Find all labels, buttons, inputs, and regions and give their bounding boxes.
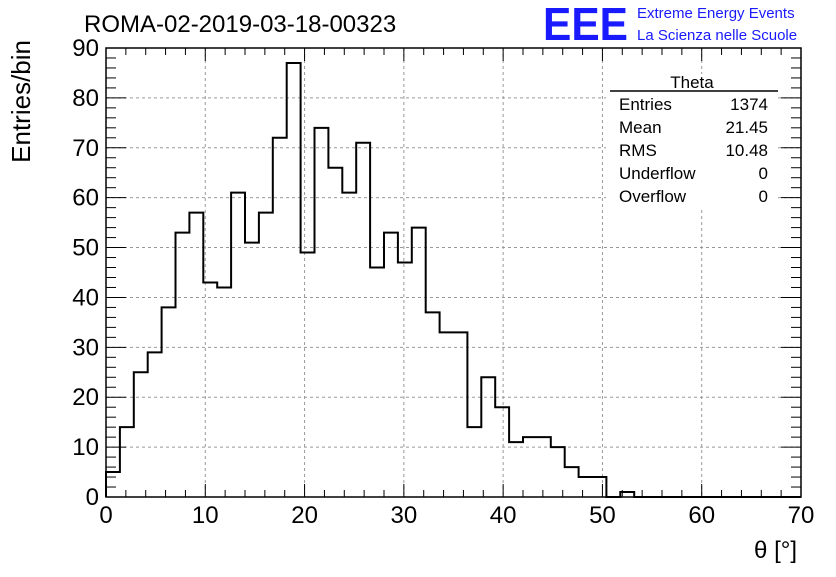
- y-tick-label-8: 80: [72, 85, 99, 112]
- histogram-bin-3: [148, 352, 162, 497]
- histogram-bin-15: [315, 128, 329, 497]
- histogram-bin-4: [162, 307, 176, 497]
- histogram-bin-9: [231, 193, 245, 497]
- histogram-bin-19: [370, 268, 384, 497]
- histogram-bin-33: [565, 467, 579, 497]
- histogram-bin-30: [523, 437, 537, 497]
- histogram-bin-6: [189, 213, 203, 497]
- stats-label-rms: RMS: [619, 141, 657, 160]
- y-tick-label-3: 30: [72, 334, 99, 361]
- histogram-bin-24: [440, 332, 454, 497]
- grid: [106, 48, 801, 497]
- eee-logo-mark: EEE: [543, 0, 628, 50]
- histogram-bin-13: [287, 63, 301, 497]
- y-tick-label-2: 20: [72, 384, 99, 411]
- histogram-bin-5: [176, 233, 190, 497]
- stats-box: Theta Entries 1374 Mean 21.45 RMS 10.48 …: [606, 73, 778, 210]
- x-tick-label-3: 30: [391, 502, 418, 529]
- y-tick-label-6: 60: [72, 185, 99, 212]
- x-tick-label-1: 10: [192, 502, 219, 529]
- stats-label-overflow: Overflow: [619, 187, 687, 206]
- stats-value-mean: 21.45: [725, 118, 768, 137]
- tick-labels: 0 10 20 30 40 50 60 70 0 10 20 30 40 50 60 70 80 90: [72, 35, 814, 529]
- stats-value-rms: 10.48: [725, 141, 768, 160]
- histogram-bin-14: [301, 253, 315, 497]
- logo-line-2: La Scienza nelle Scuole: [637, 27, 797, 44]
- stats-value-underflow: 0: [759, 164, 768, 183]
- x-tick-label-7: 70: [788, 502, 815, 529]
- x-tick-label-6: 60: [688, 502, 715, 529]
- y-tick-label-7: 70: [72, 135, 99, 162]
- histogram-bin-0: [106, 472, 120, 497]
- histogram-bin-11: [259, 213, 273, 497]
- x-tick-label-0: 0: [99, 502, 112, 529]
- histogram-bin-25: [454, 332, 468, 497]
- y-tick-label-1: 10: [72, 434, 99, 461]
- histogram-bin-8: [217, 287, 231, 497]
- y-tick-label-0: 0: [86, 484, 99, 511]
- histogram-bin-21: [398, 263, 412, 497]
- histogram-layer: [105, 61, 801, 498]
- histogram-bin-2: [134, 372, 148, 497]
- y-tick-label-9: 90: [72, 35, 99, 62]
- histogram-bin-20: [384, 233, 398, 497]
- x-tick-label-5: 50: [589, 502, 616, 529]
- histogram-bin-29: [509, 442, 523, 497]
- histogram-bin-26: [467, 427, 481, 497]
- histogram-bin-31: [537, 437, 551, 497]
- stats-label-mean: Mean: [619, 118, 662, 137]
- histogram-bin-27: [481, 377, 495, 497]
- histogram-bin-7: [203, 282, 217, 497]
- histogram-bin-28: [495, 407, 509, 497]
- histogram-bin-1: [120, 427, 134, 497]
- eee-logo: EEE Extreme Energy Events La Scienza nel…: [543, 0, 797, 50]
- histogram-bin-16: [328, 168, 342, 497]
- histogram-bin-10: [245, 243, 259, 497]
- logo-line-1: Extreme Energy Events: [637, 5, 795, 22]
- y-tick-label-4: 40: [72, 284, 99, 311]
- stats-label-underflow: Underflow: [619, 164, 696, 183]
- axes: [105, 47, 802, 498]
- y-axis-label: Entries/bin: [6, 40, 36, 163]
- histogram-bin-32: [551, 447, 565, 497]
- x-tick-label-4: 40: [490, 502, 517, 529]
- stats-box-background: [606, 74, 778, 210]
- histogram-bin-18: [356, 143, 370, 497]
- histogram-bin-35: [593, 477, 607, 497]
- histogram-bin-12: [273, 138, 287, 497]
- histogram-bin-17: [342, 193, 356, 497]
- histogram-bin-22: [412, 228, 426, 497]
- stats-label-entries: Entries: [619, 95, 672, 114]
- x-axis-label: θ [°]: [754, 537, 797, 564]
- histogram-bin-23: [426, 312, 440, 497]
- histogram-outline: [105, 61, 801, 498]
- stats-box-title: Theta: [670, 73, 714, 92]
- plot-frame: [105, 47, 802, 498]
- y-tick-label-5: 50: [72, 235, 99, 262]
- x-tick-label-2: 20: [291, 502, 318, 529]
- stats-value-overflow: 0: [759, 187, 768, 206]
- chart-title: ROMA-02-2019-03-18-00323: [84, 11, 396, 38]
- histogram-bin-34: [579, 477, 593, 497]
- stats-value-entries: 1374: [730, 95, 768, 114]
